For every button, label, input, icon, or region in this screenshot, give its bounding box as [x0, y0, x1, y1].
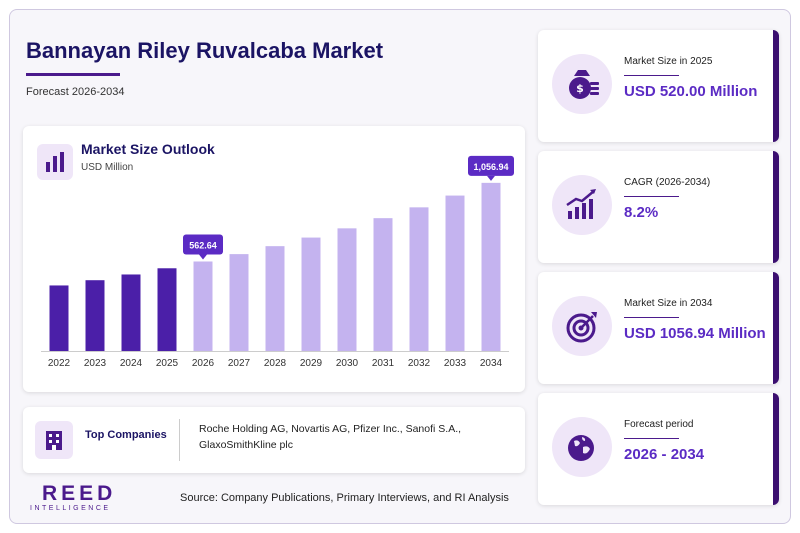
bar-2024	[121, 274, 141, 351]
x-tick-label: 2033	[444, 358, 467, 369]
bar-2025	[157, 268, 177, 351]
x-tick-label: 2034	[480, 358, 503, 369]
stat-card-forecast-period: Forecast period 2026 - 2034	[538, 393, 779, 505]
chart-title: Market Size Outlook	[81, 141, 215, 157]
page-title: Bannayan Riley Ruvalcaba Market	[26, 38, 384, 63]
stat-rule	[624, 438, 679, 439]
money-bag-icon: $	[552, 54, 612, 114]
bar-2030	[337, 228, 357, 351]
stat-card-market-2034: Market Size in 2034 USD 1056.94 Million	[538, 272, 779, 384]
stat-value: 2026 - 2034	[624, 446, 705, 463]
top-companies-label: Top Companies	[85, 429, 167, 441]
bar-2028	[265, 246, 285, 351]
x-tick-label: 2024	[120, 358, 143, 369]
source-note: Source: Company Publications, Primary In…	[180, 492, 509, 504]
stat-value: USD 1056.94 Million	[624, 325, 766, 342]
logo-wordmark: REED	[42, 482, 117, 505]
building-icon	[35, 421, 73, 459]
x-tick-label: 2027	[228, 358, 251, 369]
page-subtitle: Forecast 2026-2034	[26, 86, 125, 98]
growth-chart-icon	[552, 175, 612, 235]
x-tick-label: 2025	[156, 358, 179, 369]
logo-tagline: INTELLIGENCE	[30, 505, 111, 512]
bar-chart-icon	[37, 144, 73, 180]
x-tick-label: 2028	[264, 358, 287, 369]
stat-label: Market Size in 2025	[624, 56, 713, 67]
x-tick-label: 2032	[408, 358, 431, 369]
bar-2023	[85, 280, 105, 351]
bar-2032	[409, 207, 429, 351]
stat-rule	[624, 196, 679, 197]
x-tick-label: 2022	[48, 358, 71, 369]
bar-chart: 2022 2023 2024 2025 2026 2027 2028 2029 2030 2031…	[41, 155, 514, 369]
x-tick-label: 2029	[300, 358, 323, 369]
stat-rule	[624, 317, 679, 318]
top-companies-card: Top Companies Roche Holding AG, Novartis…	[23, 407, 525, 473]
x-tick-label: 2030	[336, 358, 359, 369]
x-tick-label: 2023	[84, 358, 107, 369]
target-icon	[552, 296, 612, 356]
svg-text:$: $	[576, 82, 584, 95]
data-callout: 1,056.94	[468, 155, 514, 181]
bar-2034	[481, 182, 501, 351]
stat-label: Forecast period	[624, 419, 694, 430]
x-tick-label: 2026	[192, 358, 215, 369]
top-companies-list: Roche Holding AG, Novartis AG, Pfizer In…	[199, 423, 462, 451]
bar-2022	[49, 285, 69, 351]
divider	[179, 419, 180, 461]
x-tick-label: 2031	[372, 358, 395, 369]
data-label: 562.64	[189, 240, 217, 250]
stat-rule	[624, 75, 679, 76]
bar-2033	[445, 195, 465, 351]
stat-label: Market Size in 2034	[624, 298, 713, 309]
stat-card-market-2025: $ Market Size in 2025 USD 520.00 Million	[538, 30, 779, 142]
title-underline	[26, 73, 120, 76]
chart-card: Market Size Outlook USD Million 2022 2023…	[23, 126, 525, 392]
stat-label: CAGR (2026-2034)	[624, 177, 711, 188]
bar-2029	[301, 237, 321, 351]
bar-2027	[229, 254, 249, 351]
chart-unit: USD Million	[81, 162, 134, 173]
data-callout: 562.64	[183, 234, 223, 260]
data-label: 1,056.94	[473, 162, 508, 172]
bar-2026	[193, 261, 213, 351]
bar-2031	[373, 218, 393, 351]
stat-value: 8.2%	[624, 204, 659, 221]
globe-icon	[552, 417, 612, 477]
stat-card-cagr: CAGR (2026-2034) 8.2%	[538, 151, 779, 263]
stat-value: USD 520.00 Million	[624, 83, 758, 100]
